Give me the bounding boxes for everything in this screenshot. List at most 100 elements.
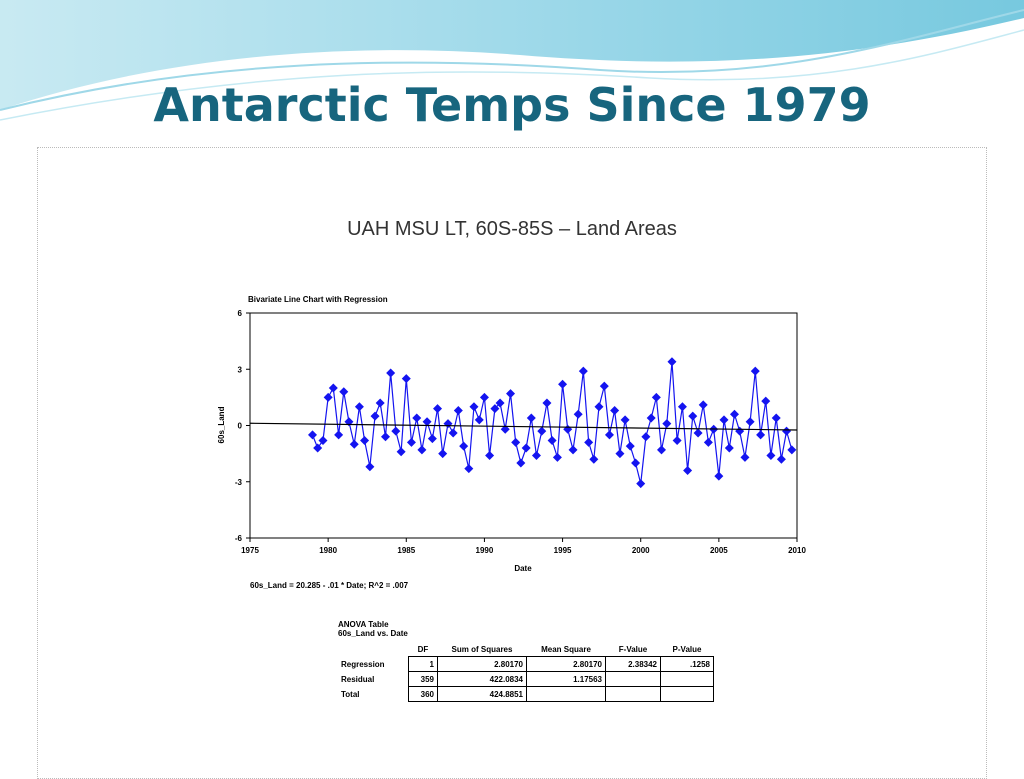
- data-point: [667, 357, 677, 367]
- data-point: [740, 452, 750, 462]
- x-tick-label: 1985: [397, 546, 415, 555]
- data-point: [782, 426, 792, 436]
- x-tick-label: 1975: [241, 546, 259, 555]
- data-point: [386, 368, 396, 378]
- y-tick-label: -3: [235, 478, 243, 487]
- anova: ANOVA Table 60s_Land vs. Date DF Sum of …: [338, 620, 714, 702]
- data-point: [365, 462, 375, 472]
- row-label: Residual: [341, 674, 375, 684]
- data-point: [433, 404, 443, 414]
- data-point: [391, 426, 401, 436]
- data-point: [511, 437, 521, 447]
- cell: 2.38342: [605, 656, 661, 672]
- data-point: [531, 451, 541, 460]
- cell: [660, 686, 714, 702]
- data-point: [599, 381, 609, 391]
- data-point: [631, 458, 641, 468]
- data-point: [771, 413, 781, 423]
- x-tick-label: 2010: [788, 546, 806, 555]
- data-point: [776, 454, 786, 464]
- data-point: [552, 452, 562, 462]
- data-point: [339, 387, 349, 397]
- data-point: [360, 436, 370, 445]
- data-point: [636, 479, 646, 489]
- data-point: [693, 428, 703, 438]
- header-cell: F-Value: [618, 644, 648, 654]
- anova-subtitle: 60s_Land vs. Date: [338, 629, 408, 638]
- cell: [526, 686, 606, 702]
- chart-subtitle: Bivariate Line Chart with Regression: [248, 295, 388, 304]
- x-tick-label: 1990: [476, 546, 494, 555]
- cell: [605, 671, 661, 687]
- data-point: [526, 413, 536, 423]
- data-point: [558, 379, 568, 389]
- cell: [605, 686, 661, 702]
- data-point: [422, 417, 432, 427]
- cell: [660, 671, 714, 687]
- data-point: [412, 413, 422, 423]
- data-point: [354, 402, 364, 412]
- wave-line: [0, 9, 1024, 111]
- data-point: [750, 366, 760, 376]
- data-point: [380, 432, 390, 442]
- data-point: [396, 447, 406, 457]
- data-point: [542, 398, 552, 408]
- data-point: [578, 366, 588, 376]
- chart: UAH MSU LT, 60S-85S – Land Areas Bivaria…: [217, 218, 806, 590]
- data-point: [584, 437, 594, 447]
- wave-line: [0, 29, 1024, 121]
- data-point: [745, 417, 755, 427]
- data-point: [516, 458, 526, 468]
- cell: 422.0834: [437, 671, 527, 687]
- data-point: [568, 445, 578, 455]
- data-point: [469, 402, 479, 412]
- data-point: [698, 400, 708, 410]
- anova-title: ANOVA Table: [338, 620, 389, 629]
- data-point: [615, 449, 625, 459]
- data-point: [328, 383, 338, 393]
- data-point: [459, 441, 469, 451]
- series-line: [311, 361, 793, 484]
- data-point: [401, 374, 411, 384]
- x-tick-label: 1980: [319, 546, 337, 555]
- x-tick-label: 2000: [632, 546, 650, 555]
- data-point: [719, 415, 729, 425]
- cell: 424.8851: [437, 686, 527, 702]
- data-point: [375, 398, 385, 408]
- data-point: [724, 443, 734, 453]
- data-point: [406, 437, 416, 447]
- data-point: [448, 428, 458, 438]
- data-point: [313, 443, 323, 453]
- data-point: [714, 471, 724, 481]
- x-tick-label: 1995: [554, 546, 572, 555]
- data-point: [594, 402, 604, 412]
- header-cell: Mean Square: [541, 644, 591, 654]
- cell: 360: [408, 686, 438, 702]
- data-point: [490, 404, 500, 414]
- data-point: [610, 406, 620, 415]
- data-point: [323, 392, 333, 402]
- slide-title: Antarctic Temps Since 1979: [153, 78, 871, 132]
- data-point: [427, 434, 437, 444]
- cell: .1258: [660, 656, 714, 672]
- data-point: [573, 409, 583, 419]
- regression-equation: 60s_Land = 20.285 - .01 * Date; R^2 = .0…: [250, 581, 409, 590]
- data-point: [604, 430, 614, 440]
- cell: 2.80170: [526, 656, 606, 672]
- data-point: [787, 445, 797, 455]
- data-point: [547, 436, 557, 445]
- data-point: [589, 454, 599, 464]
- header-waves: [0, 0, 1024, 121]
- regression-line: [249, 422, 798, 431]
- data-point: [318, 436, 328, 445]
- plot-frame: [249, 312, 798, 539]
- data-point: [735, 426, 745, 436]
- x-axis-label: Date: [514, 564, 532, 573]
- data-point: [474, 415, 484, 425]
- y-tick-label: 6: [238, 309, 243, 318]
- data-point: [521, 443, 531, 453]
- data-point: [657, 445, 667, 455]
- data-point: [349, 439, 359, 449]
- cell: 2.80170: [437, 656, 527, 672]
- y-tick-label: 3: [238, 365, 243, 374]
